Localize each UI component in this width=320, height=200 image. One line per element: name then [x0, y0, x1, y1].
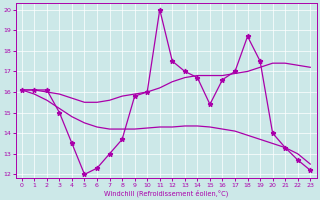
X-axis label: Windchill (Refroidissement éolien,°C): Windchill (Refroidissement éolien,°C) [104, 189, 228, 197]
